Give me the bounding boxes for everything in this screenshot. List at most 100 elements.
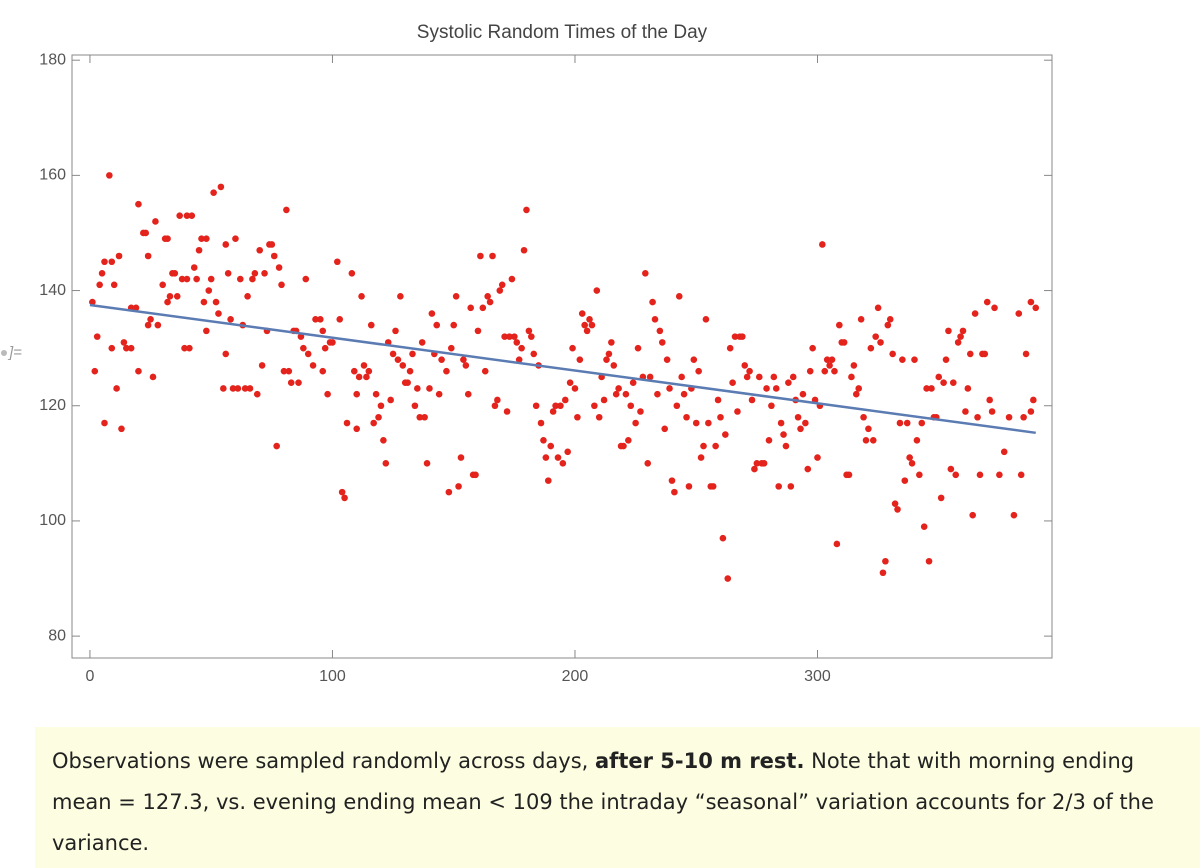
point [666,385,673,392]
point [753,460,761,467]
point [986,396,993,404]
x-tick-label: 300 [804,668,831,685]
point [615,385,622,392]
point [253,390,261,398]
point [823,356,831,363]
y-tick-label: 120 [39,397,66,414]
point [144,321,152,329]
out-bullet [1,350,7,356]
point [115,252,123,260]
point [845,471,853,479]
point [96,281,103,289]
point [789,373,797,381]
point [935,373,943,381]
point [142,229,150,237]
point [302,275,310,283]
point [329,339,336,346]
point [690,356,698,363]
point [726,344,734,352]
point [283,206,290,214]
point [957,333,964,340]
point [692,419,700,427]
point [268,241,276,248]
point [852,390,860,398]
point [1032,304,1040,312]
point [896,419,904,427]
point [819,241,826,248]
point [654,390,661,398]
point [768,402,775,410]
point [683,413,690,421]
point [702,316,710,323]
point [605,350,613,358]
point [455,483,462,490]
point [595,413,603,421]
point [518,344,525,352]
point [971,310,979,317]
point [1027,408,1035,415]
point [532,402,540,410]
point [232,235,239,243]
point [894,506,901,513]
point [591,402,598,410]
point [353,425,361,433]
point [144,252,152,260]
point [719,534,727,542]
x-tick-label: 100 [319,668,346,685]
point [423,460,431,467]
point [802,419,809,427]
point [785,379,792,387]
point [969,511,976,519]
point [806,367,814,375]
point [906,454,913,461]
point [367,321,375,329]
point [794,413,802,421]
point [309,362,317,369]
point [355,373,363,381]
point [675,293,683,300]
point [404,379,411,387]
point [709,483,717,490]
point [515,356,523,363]
point [937,494,945,502]
point [200,298,208,306]
point [387,396,394,404]
point [110,281,118,289]
point [353,390,361,398]
point [988,408,996,415]
point [722,431,729,438]
point [525,327,533,335]
point [280,367,288,375]
point [983,298,991,306]
point [120,339,128,346]
point [433,321,441,329]
point [178,275,186,283]
point [1022,350,1030,358]
point [661,425,669,433]
point [237,275,244,283]
point [836,321,843,329]
point [593,287,601,294]
point [375,413,382,421]
point [491,402,499,410]
point [777,419,785,427]
point [918,419,926,427]
point [89,298,96,306]
point [350,367,358,375]
point [668,477,676,484]
point [435,390,443,398]
point [962,408,969,415]
point [574,413,581,421]
point [882,557,889,565]
point [450,321,458,329]
point [229,385,237,392]
point [181,344,188,352]
point [186,344,193,352]
point [411,402,419,410]
point [154,321,162,329]
point [489,252,496,260]
point [152,218,159,225]
point [658,339,666,346]
point [205,287,213,294]
point [477,252,484,260]
